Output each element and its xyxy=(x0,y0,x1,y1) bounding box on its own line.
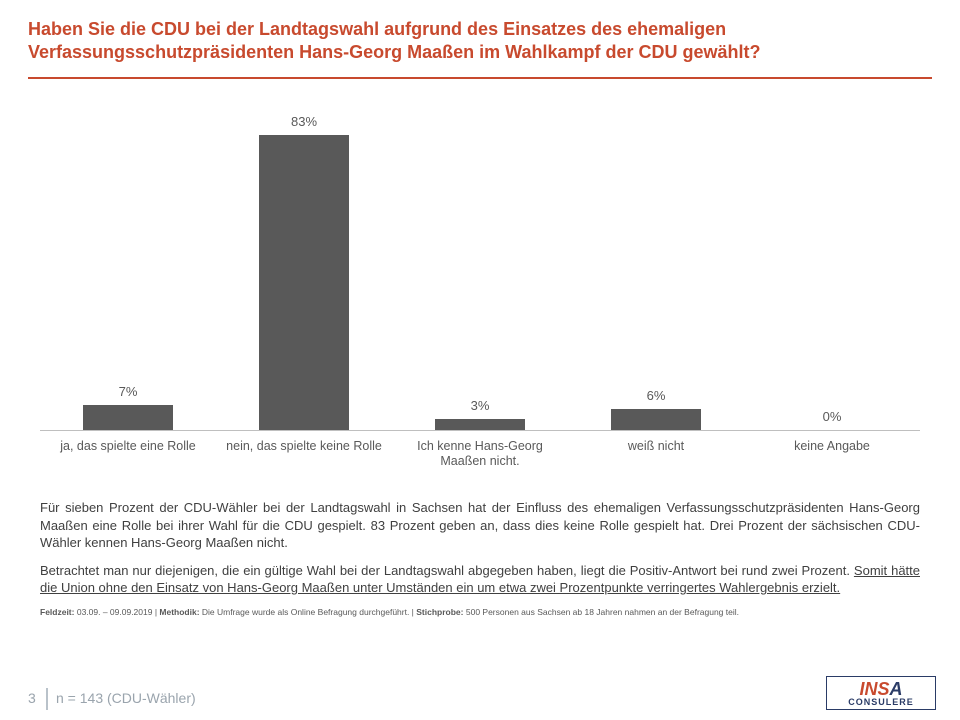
chart-value-label: 3% xyxy=(435,398,525,413)
logo-line2: CONSULERE xyxy=(848,698,914,707)
chart-category-label: Ich kenne Hans-Georg Maaßen nicht. xyxy=(395,439,565,469)
logo-line1: INSA xyxy=(859,680,902,698)
insa-logo: INSA CONSULERE xyxy=(826,676,936,710)
chart-category-label: keine Angabe xyxy=(747,439,917,454)
methodology-line: Feldzeit: 03.09. – 09.09.2019 | Methodik… xyxy=(40,607,920,617)
chart-value-label: 0% xyxy=(787,409,877,424)
chart-category-label: nein, das spielte keine Rolle xyxy=(219,439,389,454)
chart-value-label: 6% xyxy=(611,388,701,403)
title-rule xyxy=(28,77,932,79)
title-block: Haben Sie die CDU bei der Landtagswahl a… xyxy=(0,0,960,71)
chart-bar xyxy=(611,409,701,430)
chart-category-label: weiß nicht xyxy=(571,439,741,454)
feldzeit-label: Feldzeit: xyxy=(40,607,74,617)
chart-bar xyxy=(83,405,173,430)
chart-plot-area: 7% 83% 3% 6% 0% xyxy=(40,91,920,431)
chart-value-label: 7% xyxy=(83,384,173,399)
chart-value-label: 83% xyxy=(259,114,349,129)
page-number: 3 xyxy=(28,690,36,706)
body-text: Für sieben Prozent der CDU-Wähler bei de… xyxy=(40,499,920,597)
methodik-label: Methodik: xyxy=(159,607,199,617)
page-title: Haben Sie die CDU bei der Landtagswahl a… xyxy=(28,18,932,63)
chart-category-label: ja, das spielte eine Rolle xyxy=(43,439,213,454)
paragraph-2: Betrachtet man nur diejenigen, die ein g… xyxy=(40,562,920,597)
chart-bar xyxy=(259,135,349,430)
chart-bar xyxy=(435,419,525,430)
sample-size-text: n = 143 (CDU-Wähler) xyxy=(56,690,196,706)
methodik-value: Die Umfrage wurde als Online Befragung d… xyxy=(200,607,417,617)
stichprobe-label: Stichprobe: xyxy=(416,607,463,617)
stichprobe-value: 500 Personen aus Sachsen ab 18 Jahren na… xyxy=(464,607,740,617)
paragraph-1: Für sieben Prozent der CDU-Wähler bei de… xyxy=(40,499,920,552)
bar-chart: 7% 83% 3% 6% 0% ja, das spielte eine Rolle ne… xyxy=(40,91,920,471)
logo-text-a: A xyxy=(890,679,903,699)
logo-text-insa: INS xyxy=(859,679,889,699)
footer-separator xyxy=(46,688,48,710)
footer: 3 n = 143 (CDU-Wähler) INSA CONSULERE xyxy=(0,678,960,710)
paragraph-2a: Betrachtet man nur diejenigen, die ein g… xyxy=(40,563,854,578)
feldzeit-value: 03.09. – 09.09.2019 | xyxy=(74,607,159,617)
